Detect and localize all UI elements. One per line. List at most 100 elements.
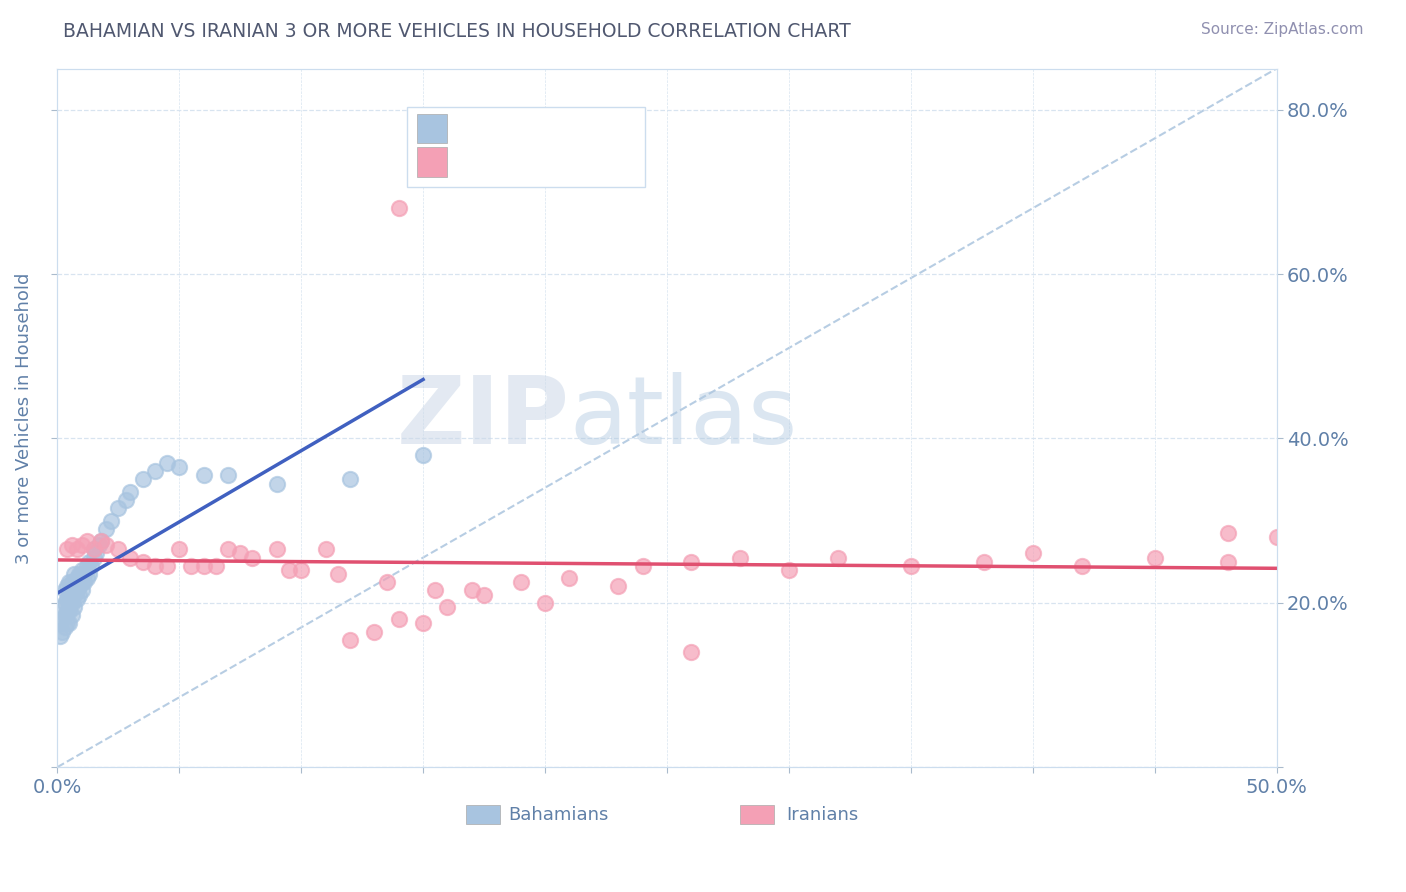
Point [193,558,215,573]
Point [63,567,86,582]
Point [76,558,98,573]
Point [266,476,288,491]
Point [143,558,166,573]
Point [76,534,98,549]
Point [681,555,703,569]
Point [60,583,83,598]
Text: Source: ZipAtlas.com: Source: ZipAtlas.com [1201,22,1364,37]
Point [53,583,76,598]
Point [180,558,202,573]
Point [53,608,76,623]
Point [48,629,70,643]
Point [131,473,153,487]
Point [558,571,581,585]
Point [76,571,98,585]
Point [1216,525,1239,540]
Point [56,604,79,618]
Point [66,591,89,606]
Point [1265,530,1288,544]
Point [58,604,80,618]
Point [461,583,484,598]
Point [363,624,385,639]
Point [58,575,80,590]
Point [70,563,93,577]
Y-axis label: 3 or more Vehicles in Household: 3 or more Vehicles in Household [15,272,32,564]
Point [53,620,76,634]
Text: ZIP: ZIP [396,372,569,464]
Point [900,558,922,573]
Point [66,583,89,598]
Point [472,588,495,602]
Point [86,546,108,560]
Point [1216,555,1239,569]
Point [1070,558,1092,573]
Point [167,542,190,557]
Text: N = 61: N = 61 [557,114,620,132]
Point [51,624,73,639]
Point [70,583,93,598]
Point [339,632,361,647]
Point [67,567,90,582]
FancyBboxPatch shape [740,805,775,824]
Point [90,534,112,549]
Point [167,460,190,475]
Point [70,538,93,552]
Point [827,550,849,565]
Point [204,558,226,573]
Point [193,468,215,483]
Point [156,558,179,573]
Point [412,448,434,462]
Point [83,542,105,557]
Point [73,567,96,582]
Point [58,616,80,631]
Point [77,555,100,569]
Point [229,546,252,560]
Point [778,563,800,577]
Point [60,608,83,623]
Point [425,583,447,598]
Point [278,563,301,577]
Point [58,596,80,610]
Text: R =  0.351: R = 0.351 [457,114,554,132]
Point [51,612,73,626]
Point [66,542,89,557]
Point [143,464,166,478]
Point [60,596,83,610]
Point [131,555,153,569]
Point [67,588,90,602]
Point [217,468,239,483]
Point [56,542,79,557]
Point [63,588,86,602]
Point [70,575,93,590]
Text: Bahamians: Bahamians [509,805,609,823]
Text: Iranians: Iranians [786,805,859,823]
Point [94,522,117,536]
Point [107,542,129,557]
Text: N = 51: N = 51 [557,147,620,166]
Point [60,538,83,552]
Point [388,201,411,215]
Point [1022,546,1045,560]
Point [242,550,264,565]
Point [326,567,349,582]
Point [83,542,105,557]
Point [67,579,90,593]
Point [339,473,361,487]
Point [1143,550,1166,565]
Point [94,538,117,552]
Point [120,484,142,499]
FancyBboxPatch shape [418,147,447,177]
Point [56,616,79,631]
Point [156,456,179,470]
Point [80,558,103,573]
Point [509,575,531,590]
Point [58,588,80,602]
Point [375,575,398,590]
Point [60,575,83,590]
Point [51,599,73,614]
Point [66,571,89,585]
Point [973,555,995,569]
Point [388,612,411,626]
Point [681,645,703,659]
FancyBboxPatch shape [408,107,645,187]
